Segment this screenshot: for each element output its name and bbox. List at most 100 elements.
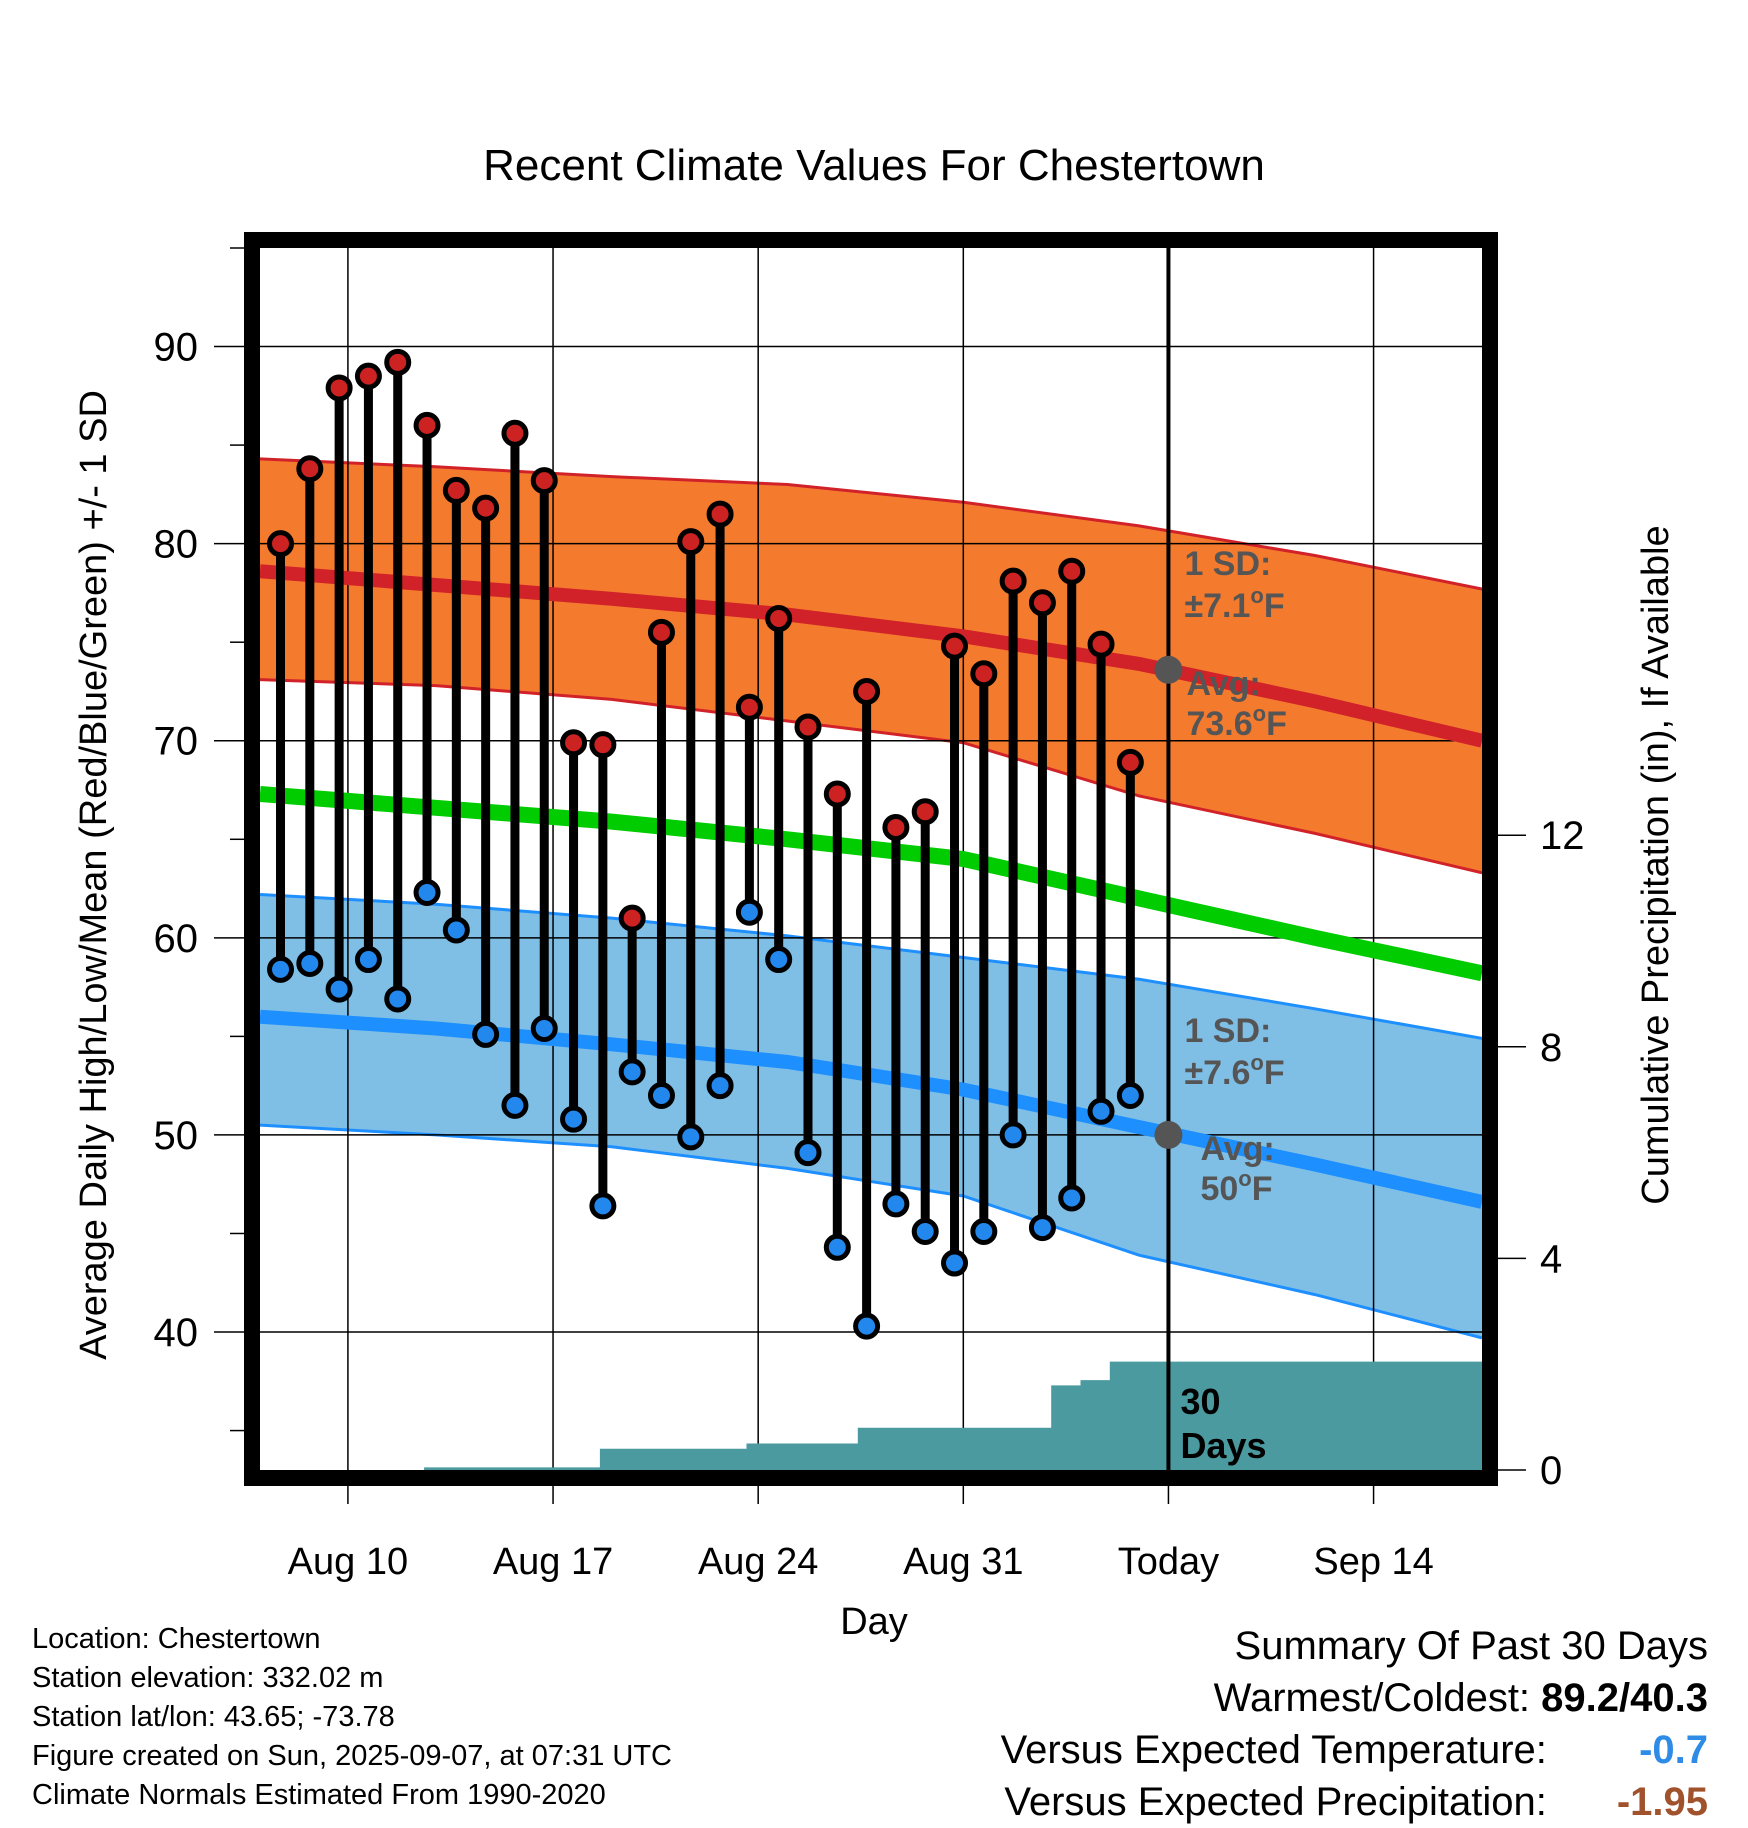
daily-low-point: [325, 975, 353, 1003]
daily-high-point: [267, 530, 295, 558]
y-tick-label-right: 4: [1540, 1237, 1562, 1281]
low-sd-value: ±7.6oF: [1184, 1050, 1284, 1092]
daily-high-point: [794, 713, 822, 741]
y-axis-label-right: Cumulative Precipitation (in), If Availa…: [1635, 525, 1677, 1204]
precip-period-label: 30: [1180, 1381, 1220, 1422]
daily-high-point: [677, 528, 705, 556]
daily-high-point: [589, 731, 617, 759]
daily-high-point: [765, 605, 793, 633]
y-tick-label-left: 80: [154, 523, 199, 567]
daily-high-point: [296, 455, 324, 483]
high-avg-value: 73.6oF: [1186, 701, 1286, 743]
warm-cold-label: Warmest/Coldest:: [1213, 1676, 1531, 1720]
daily-high-point: [560, 729, 588, 757]
low-upper-edge: [260, 893, 1482, 1040]
high-upper-edge: [260, 457, 1482, 591]
daily-low-point: [296, 949, 324, 977]
precip-departure-value: -1.95: [1616, 1780, 1708, 1824]
normal-high-line: [260, 564, 1482, 748]
daily-low-point: [413, 879, 441, 907]
low-sd-label: 1 SD:: [1184, 1012, 1271, 1050]
daily-high-point: [1087, 630, 1115, 658]
x-tick-label: Aug 31: [903, 1541, 1023, 1583]
cumulative-precip-area: [260, 1361, 1482, 1470]
daily-high-point: [735, 693, 763, 721]
warm-cold-row: Warmest/Coldest: 89.2/40.3: [1001, 1672, 1708, 1724]
x-tick-label: Aug 24: [698, 1541, 818, 1583]
high-sd-value: ±7.1oF: [1184, 583, 1284, 625]
high-lower-edge: [260, 678, 1482, 875]
daily-high-point: [354, 362, 382, 390]
daily-high-point: [501, 419, 529, 447]
warm-cold-value: 89.2/40.3: [1541, 1676, 1708, 1720]
daily-high-point: [1058, 557, 1086, 585]
y-tick-label-right: 8: [1540, 1026, 1562, 1070]
high-avg-label: Avg:: [1186, 665, 1260, 703]
today-low-avg-dot: [1154, 1120, 1183, 1149]
y-tick-label-left: 60: [154, 917, 199, 961]
daily-low-point: [384, 985, 412, 1013]
plot-frame: [244, 232, 1498, 1486]
daily-low-point: [882, 1190, 910, 1218]
daily-low-point: [472, 1020, 500, 1048]
daily-low-point: [735, 898, 763, 926]
x-tick-label: Aug 17: [493, 1541, 613, 1583]
chart-title: Recent Climate Values For Chestertown: [483, 141, 1265, 190]
low-avg-label: Avg:: [1200, 1130, 1274, 1168]
daily-low-point: [589, 1192, 617, 1220]
daily-low-point: [853, 1312, 881, 1340]
daily-high-point: [882, 813, 910, 841]
daily-high-point: [618, 904, 646, 932]
daily-low-point: [354, 946, 382, 974]
daily-low-point: [706, 1072, 734, 1100]
daily-low-point: [1028, 1214, 1056, 1242]
elevation-text: Station elevation: 332.02 m: [32, 1662, 384, 1694]
daily-low-point: [501, 1091, 529, 1119]
daily-low-point: [267, 955, 295, 983]
precip-departure-label: Versus Expected Precipitation:: [1004, 1780, 1547, 1824]
today-high-avg-dot: [1154, 655, 1183, 684]
daily-low-point: [911, 1218, 939, 1246]
location-text: Location: Chestertown: [32, 1623, 321, 1655]
temp-departure-label: Versus Expected Temperature:: [1000, 1728, 1547, 1772]
high-sd-band: [260, 458, 1482, 873]
daily-low-point: [999, 1121, 1027, 1149]
daily-low-point: [618, 1058, 646, 1086]
y-tick-label-left: 70: [154, 720, 199, 764]
normal-mean-line: [260, 786, 1482, 982]
daily-low-point: [442, 916, 470, 944]
y-axis-label-left: Average Daily High/Low/Mean (Red/Blue/Gr…: [73, 390, 115, 1360]
daily-low-point: [823, 1233, 851, 1261]
daily-high-point: [941, 632, 969, 660]
daily-high-point: [1116, 748, 1144, 776]
daily-low-point: [677, 1123, 705, 1151]
normal-low-line: [260, 1009, 1482, 1209]
x-tick-label: Aug 10: [288, 1541, 408, 1583]
x-tick-label: Sep 14: [1313, 1541, 1433, 1583]
plot-interior: [260, 248, 1482, 1470]
low-lower-edge: [260, 1123, 1482, 1340]
precip-days-label: Days: [1180, 1425, 1266, 1466]
y-tick-label-left: 40: [154, 1311, 199, 1355]
daily-high-point: [530, 467, 558, 495]
daily-high-point: [413, 411, 441, 439]
y-tick-label-left: 90: [154, 326, 199, 370]
daily-low-point: [647, 1082, 675, 1110]
daily-high-point: [911, 798, 939, 826]
y-tick-label-right: 0: [1540, 1449, 1562, 1493]
high-sd-label: 1 SD:: [1184, 545, 1271, 583]
created-text: Figure created on Sun, 2025-09-07, at 07…: [32, 1740, 672, 1772]
daily-high-point: [472, 494, 500, 522]
y-tick-label-right: 12: [1540, 814, 1585, 858]
station-info: Location: Chestertown Station elevation:…: [32, 1620, 672, 1815]
y-tick-label-left: 50: [154, 1114, 199, 1158]
daily-low-point: [1058, 1184, 1086, 1212]
summary-panel: Summary Of Past 30 Days Warmest/Coldest:…: [1001, 1620, 1708, 1828]
daily-high-point: [970, 660, 998, 688]
daily-low-point: [765, 946, 793, 974]
normals-text: Climate Normals Estimated From 1990-2020: [32, 1779, 606, 1811]
daily-low-point: [970, 1218, 998, 1246]
precip-departure-row: Versus Expected Precipitation: -1.95: [1001, 1776, 1708, 1828]
summary-title: Summary Of Past 30 Days: [1234, 1624, 1708, 1668]
